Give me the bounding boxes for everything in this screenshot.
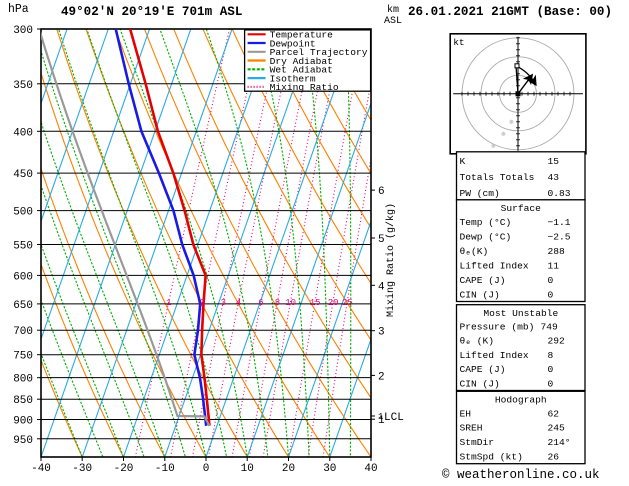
svg-text:20: 20	[328, 298, 339, 308]
svg-text:749: 749	[541, 321, 559, 332]
svg-text:0.83: 0.83	[548, 188, 571, 199]
svg-text:Pressure (mb): Pressure (mb)	[460, 321, 535, 332]
svg-text:−1.1: −1.1	[548, 217, 571, 228]
svg-text:Lifted Index: Lifted Index	[460, 350, 529, 361]
svg-text:3: 3	[221, 298, 226, 308]
svg-text:Lifted Index: Lifted Index	[460, 260, 529, 271]
svg-text:15: 15	[310, 298, 321, 308]
svg-text:-30: -30	[72, 463, 92, 475]
svg-text:4: 4	[378, 281, 385, 293]
svg-text:500: 500	[13, 207, 33, 219]
svg-text:-20: -20	[114, 463, 134, 475]
svg-text:850: 850	[13, 395, 33, 407]
svg-text:600: 600	[13, 271, 33, 283]
svg-text:25: 25	[342, 298, 353, 308]
svg-text:K: K	[460, 156, 466, 167]
svg-text:550: 550	[13, 241, 33, 253]
svg-text:214°: 214°	[548, 437, 571, 448]
svg-text:26.01.2021 21GMT (Base: 00): 26.01.2021 21GMT (Base: 00)	[408, 5, 612, 19]
svg-text:hPa: hPa	[8, 3, 29, 16]
svg-text:0: 0	[548, 290, 554, 301]
svg-text:62: 62	[548, 408, 560, 419]
svg-text:300: 300	[13, 25, 33, 37]
svg-text:Totals Totals: Totals Totals	[460, 172, 535, 183]
svg-text:40: 40	[364, 463, 377, 475]
svg-text:Mixing Ratio (g/kg): Mixing Ratio (g/kg)	[385, 203, 397, 317]
svg-text:3: 3	[378, 327, 385, 339]
svg-text:8: 8	[275, 298, 280, 308]
svg-text:CAPE (J): CAPE (J)	[460, 364, 506, 375]
svg-text:Temp (°C): Temp (°C)	[460, 217, 512, 228]
svg-text:θₑ(K): θₑ(K)	[460, 246, 489, 257]
svg-text:Most Unstable: Most Unstable	[483, 308, 558, 319]
svg-text:PW (cm): PW (cm)	[460, 188, 500, 199]
svg-text:11: 11	[548, 260, 560, 271]
svg-text:8: 8	[548, 350, 554, 361]
svg-text:30: 30	[323, 463, 336, 475]
svg-text:1: 1	[166, 298, 171, 308]
svg-text:StmSpd (kt): StmSpd (kt)	[460, 452, 523, 463]
svg-text:26: 26	[548, 452, 560, 463]
svg-text:θₑ (K): θₑ (K)	[460, 336, 495, 347]
svg-text:900: 900	[13, 416, 33, 428]
svg-text:1: 1	[378, 412, 383, 422]
svg-text:0: 0	[548, 364, 554, 375]
svg-text:2: 2	[378, 371, 385, 383]
svg-text:10: 10	[241, 463, 254, 475]
svg-text:© weatheronline.co.uk: © weatheronline.co.uk	[442, 468, 600, 482]
svg-text:950: 950	[13, 435, 33, 447]
svg-text:-40: -40	[31, 463, 51, 475]
svg-text:Mixing Ratio: Mixing Ratio	[270, 82, 339, 93]
svg-text:−2.5: −2.5	[548, 231, 571, 242]
svg-text:43: 43	[548, 172, 560, 183]
svg-text:SREH: SREH	[460, 423, 483, 434]
svg-text:2: 2	[200, 298, 205, 308]
svg-text:20: 20	[282, 463, 295, 475]
svg-text:0: 0	[548, 275, 554, 286]
svg-text:292: 292	[548, 336, 566, 347]
svg-text:Hodograph: Hodograph	[495, 395, 547, 406]
svg-text:6: 6	[378, 186, 385, 198]
svg-text:700: 700	[13, 326, 33, 338]
svg-text:CAPE (J): CAPE (J)	[460, 275, 506, 286]
svg-text:350: 350	[13, 80, 33, 92]
svg-text:-10: -10	[155, 463, 175, 475]
svg-text:49°02'N 20°19'E 701m ASL: 49°02'N 20°19'E 701m ASL	[61, 5, 242, 19]
svg-text:450: 450	[13, 169, 33, 181]
svg-text:400: 400	[13, 127, 33, 139]
svg-text:CIN (J): CIN (J)	[460, 379, 500, 390]
svg-text:5: 5	[378, 234, 385, 246]
svg-text:LCL: LCL	[384, 412, 404, 424]
svg-text:288: 288	[548, 246, 566, 257]
svg-text:800: 800	[13, 374, 33, 386]
svg-text:4: 4	[236, 298, 241, 308]
svg-text:245: 245	[548, 423, 566, 434]
svg-text:StmDir: StmDir	[460, 437, 495, 448]
svg-text:ASL: ASL	[384, 16, 402, 27]
svg-text:750: 750	[13, 351, 33, 363]
svg-text:km: km	[387, 4, 399, 16]
svg-text:10: 10	[285, 298, 296, 308]
svg-text:0: 0	[203, 463, 210, 475]
svg-text:Surface: Surface	[501, 203, 542, 214]
svg-text:15: 15	[548, 156, 560, 167]
svg-text:CIN (J): CIN (J)	[460, 290, 500, 301]
svg-text:Dewp (°C): Dewp (°C)	[460, 231, 512, 242]
svg-text:6: 6	[258, 298, 263, 308]
svg-text:EH: EH	[460, 408, 472, 419]
svg-text:650: 650	[13, 300, 33, 312]
svg-text:0: 0	[548, 379, 554, 390]
svg-text:kt: kt	[453, 37, 464, 48]
